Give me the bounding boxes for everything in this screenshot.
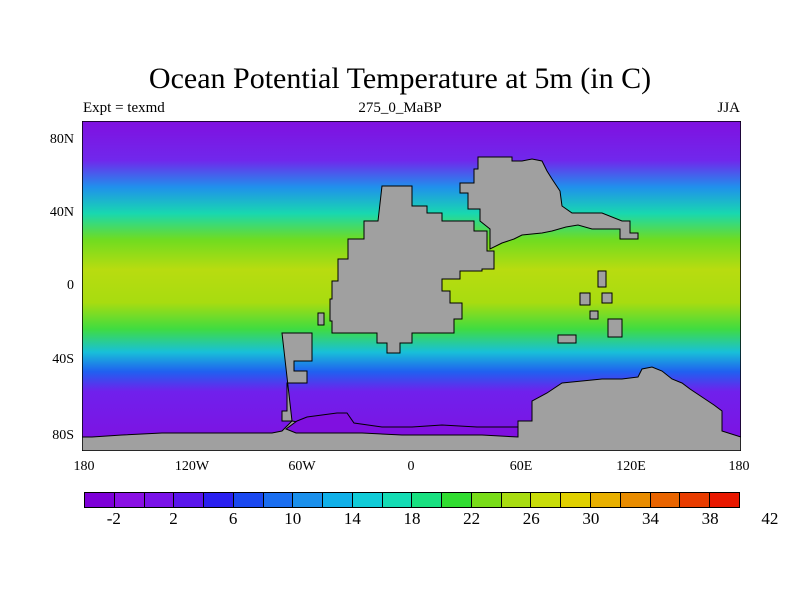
- colorbar-swatch: [323, 493, 353, 507]
- colorbar-swatch: [561, 493, 592, 507]
- colorbar-label: 10: [284, 509, 302, 528]
- colorbar-label: 34: [642, 509, 660, 528]
- colorbar-label: 26: [522, 509, 540, 528]
- inland-sea: [284, 412, 519, 438]
- colorbar-swatch: [144, 493, 175, 507]
- colorbar-swatch: [471, 493, 502, 507]
- colorbar-swatch: [204, 493, 234, 507]
- colorbar-swatch: [650, 493, 681, 507]
- island: [601, 292, 613, 304]
- colorbar-label: -2: [106, 509, 121, 528]
- y-tick-label: 80S: [52, 428, 74, 443]
- colorbar-swatch: [85, 493, 115, 507]
- colorbar-swatch: [382, 493, 413, 507]
- colorbar-label: 6: [228, 509, 238, 528]
- colorbar-swatch: [680, 493, 711, 507]
- colorbar-label: 22: [463, 509, 481, 528]
- x-tick-label: 180: [728, 459, 750, 474]
- island: [317, 312, 325, 326]
- experiment-label: Expt = texmd: [83, 100, 165, 116]
- colorbar-label: 42: [761, 509, 779, 528]
- island: [597, 270, 607, 288]
- colorbar-swatch: [710, 493, 739, 507]
- landmass-east: [459, 156, 639, 250]
- x-tick-label: 180: [73, 459, 95, 474]
- colorbar-swatch: [591, 493, 621, 507]
- colorbar-swatch: [263, 493, 294, 507]
- x-tick-label: 120W: [174, 459, 210, 474]
- colorbar-label: 14: [343, 509, 361, 528]
- landmass-west: [329, 185, 495, 354]
- x-tick-label: 0: [407, 459, 415, 474]
- x-tick-label: 60W: [288, 459, 316, 474]
- island: [589, 310, 599, 320]
- colorbar-swatch: [352, 493, 383, 507]
- colorbar-label: 30: [582, 509, 600, 528]
- colorbar-swatch: [114, 493, 145, 507]
- y-tick-label: 40N: [49, 205, 74, 220]
- season-label: JJA: [717, 100, 740, 116]
- island: [579, 292, 591, 306]
- colorbar-swatch: [620, 493, 651, 507]
- x-tick-label: 120E: [616, 459, 646, 474]
- y-tick-label: 80N: [49, 132, 74, 147]
- colorbar-swatch: [412, 493, 443, 507]
- temperature-map: [82, 121, 741, 451]
- colorbar-label: 38: [701, 509, 719, 528]
- island: [607, 318, 623, 338]
- landmass-south: [82, 332, 741, 451]
- colorbar-swatch: [531, 493, 562, 507]
- time-label: 275_0_MaBP: [358, 100, 442, 116]
- x-tick-label: 60E: [509, 459, 533, 474]
- y-tick-label: 40S: [52, 352, 74, 367]
- colorbar-swatch: [501, 493, 532, 507]
- plot-title: Ocean Potential Temperature at 5m (in C): [148, 62, 652, 95]
- colorbar-swatch: [293, 493, 324, 507]
- colorbar-label: 18: [403, 509, 421, 528]
- colorbar-label: 2: [169, 509, 178, 528]
- y-tick-label: 0: [67, 278, 74, 293]
- colorbar-swatch: [233, 493, 264, 507]
- island: [557, 334, 577, 344]
- colorbar-swatch: [442, 493, 472, 507]
- colorbar: [84, 492, 740, 508]
- colorbar-swatch: [174, 493, 205, 507]
